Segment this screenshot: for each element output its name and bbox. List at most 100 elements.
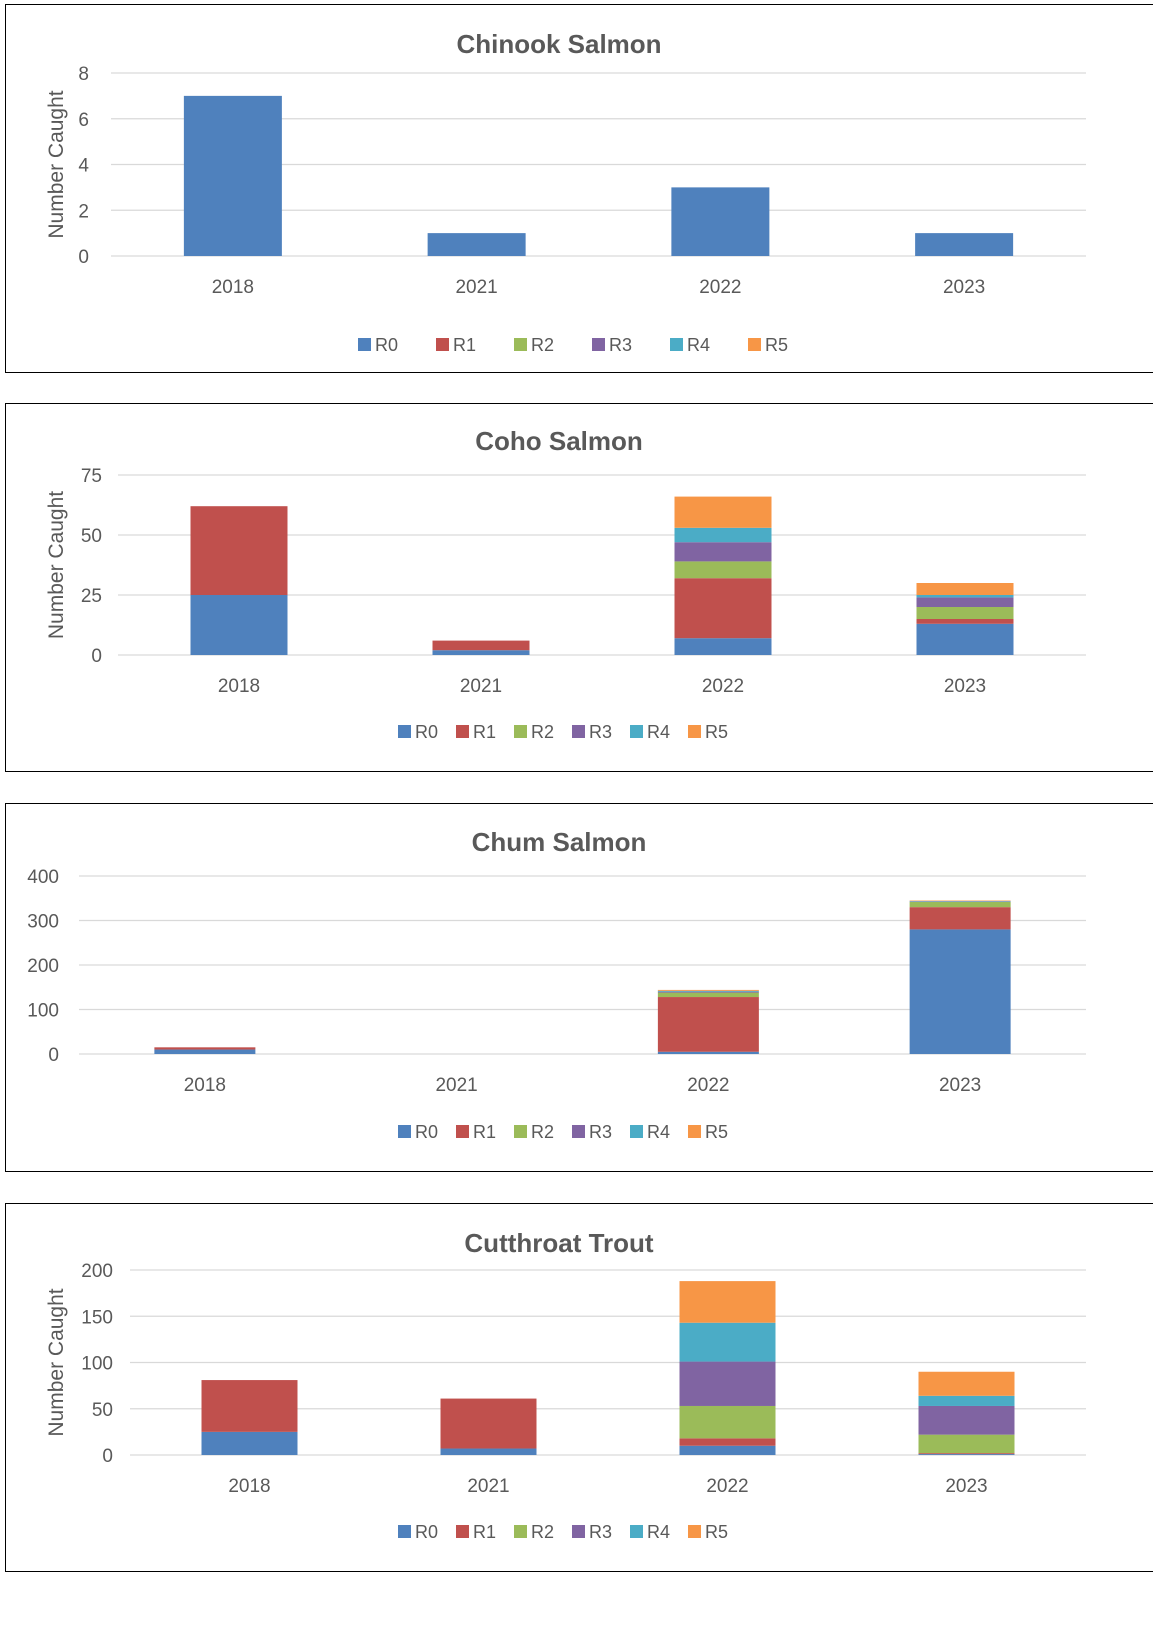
legend-label-r2: R2 [531, 335, 554, 355]
bar-segment-r0-2023 [909, 929, 1011, 1054]
bar-segment-r1-2022 [679, 1438, 776, 1446]
y-tick-label: 25 [81, 586, 102, 607]
legend-swatch-r1 [456, 1125, 469, 1138]
legend-label-r2: R2 [531, 1122, 554, 1142]
legend-swatch-r1 [436, 338, 449, 351]
y-tick-label: 200 [81, 1261, 113, 1282]
bar-segment-r0-2018 [190, 595, 288, 655]
bar-segment-r3-2023 [916, 597, 1014, 607]
x-tick-label: 2023 [939, 1075, 981, 1096]
y-tick-label: 0 [48, 1045, 59, 1066]
legend-label-r0: R0 [415, 1122, 438, 1142]
bar-segment-r0-2021 [440, 1448, 537, 1455]
legend-label-r2: R2 [531, 1522, 554, 1542]
x-tick-label: 2022 [687, 1075, 729, 1096]
x-tick-label: 2018 [228, 1476, 270, 1497]
bar-segment-r0-2022 [671, 187, 770, 256]
y-tick-label: 75 [81, 466, 102, 487]
legend-swatch-r1 [456, 1525, 469, 1538]
bar-segment-r1-2021 [440, 1398, 537, 1449]
legend-label-r3: R3 [589, 1522, 612, 1542]
legend-label-r0: R0 [375, 335, 398, 355]
chart-title: Coho Salmon [475, 426, 643, 456]
bar-segment-r5-2023 [916, 583, 1014, 595]
legend-swatch-r0 [398, 725, 411, 738]
y-tick-label: 8 [78, 64, 89, 85]
legend-label-r5: R5 [705, 722, 728, 742]
bar-segment-r2-2023 [918, 1434, 1015, 1454]
y-axis-label: Number Caught [45, 90, 68, 238]
bar-segment-r0-2022 [674, 638, 772, 655]
y-tick-label: 200 [27, 956, 59, 977]
y-tick-label: 4 [78, 156, 89, 177]
chart-panel-chum: Chum Salmon 0 100 200 300 400 2018 2021 2022 2023… [5, 803, 1153, 1172]
bar-segment-r0-2022 [657, 1051, 759, 1054]
legend-swatch-r0 [358, 338, 371, 351]
chart-panel-chinook: Chinook Salmon 0 2 4 6 8 Number Caught 2018 2021… [5, 4, 1153, 373]
legend-swatch-r3 [572, 725, 585, 738]
legend-label-r3: R3 [589, 1122, 612, 1142]
bar-segment-r0-2021 [427, 233, 526, 256]
legend-label-r4: R4 [647, 722, 670, 742]
y-tick-label: 0 [102, 1446, 113, 1467]
y-tick-label: 100 [81, 1354, 113, 1375]
x-tick-label: 2023 [945, 1476, 987, 1497]
legend-swatch-r2 [514, 725, 527, 738]
legend-label-r4: R4 [687, 335, 710, 355]
chart-title: Chinook Salmon [456, 29, 661, 59]
legend-label-r5: R5 [765, 335, 788, 355]
bar-segment-r4-2023 [916, 595, 1014, 598]
bar-segment-r1-2023 [916, 619, 1014, 624]
legend-swatch-r0 [398, 1125, 411, 1138]
x-tick-label: 2022 [702, 676, 744, 697]
x-tick-label: 2021 [455, 277, 497, 298]
chart-panel-coho: Coho Salmon 0 25 50 75 Number Caught 2018 2021 2… [5, 403, 1153, 772]
legend-label-r5: R5 [705, 1122, 728, 1142]
x-tick-label: 2023 [944, 676, 986, 697]
y-tick-label: 400 [27, 867, 59, 888]
bar-segment-r3-2023 [918, 1405, 1015, 1435]
bar-segment-r2-2022 [674, 561, 772, 579]
bar-segment-r5-2023 [918, 1371, 1015, 1396]
chart-svg: Coho Salmon 0 25 50 75 Number Caught 2018 2021 2… [45, 426, 1086, 742]
legend-swatch-r1 [456, 725, 469, 738]
bar-segment-r3-2022 [679, 1361, 776, 1406]
bar-segment-r0-2018 [154, 1049, 256, 1054]
bar-segment-r1-2021 [432, 640, 530, 651]
bar-segment-r5-2022 [679, 1281, 776, 1323]
x-tick-label: 2021 [460, 676, 502, 697]
bar-segment-r3-2022 [657, 991, 759, 993]
x-tick-label: 2023 [943, 277, 985, 298]
legend-swatch-r2 [514, 1125, 527, 1138]
bar-segment-r1-2022 [657, 997, 759, 1052]
chart-panel-cutthroat: Cutthroat Trout 0 50 100 150 200 Number Caught… [5, 1203, 1153, 1572]
chart-svg: Cutthroat Trout 0 50 100 150 200 Number Caught… [45, 1228, 1086, 1542]
y-tick-label: 150 [81, 1307, 113, 1328]
bar-segment-r1-2018 [201, 1380, 298, 1432]
legend-swatch-r2 [514, 338, 527, 351]
x-tick-label: 2022 [706, 1476, 748, 1497]
legend-label-r1: R1 [473, 722, 496, 742]
legend-label-r4: R4 [647, 1522, 670, 1542]
legend-swatch-r3 [572, 1125, 585, 1138]
bar-segment-r2-2023 [916, 607, 1014, 619]
y-axis-label: Number Caught [45, 491, 68, 639]
bar-segment-r3-2022 [674, 542, 772, 562]
bar-segment-r2-2022 [657, 992, 759, 998]
y-tick-label: 6 [78, 110, 89, 131]
bar-segment-r0-2023 [915, 233, 1014, 256]
bar-segment-r2-2022 [679, 1405, 776, 1439]
y-tick-label: 300 [27, 912, 59, 933]
bar-segment-r2-2023 [909, 901, 1011, 908]
x-tick-label: 2018 [184, 1075, 226, 1096]
chart-title: Cutthroat Trout [464, 1228, 654, 1258]
x-tick-label: 2021 [467, 1476, 509, 1497]
legend-swatch-r4 [630, 1525, 643, 1538]
legend-swatch-r5 [748, 338, 761, 351]
bar-segment-r0-2023 [918, 1454, 1015, 1455]
bar-segment-r4-2022 [674, 527, 772, 543]
bar-segment-r4-2022 [679, 1322, 776, 1362]
bar-segment-r1-2023 [909, 907, 1011, 930]
bar-segment-r0-2022 [679, 1445, 776, 1455]
bar-segment-r5-2022 [674, 496, 772, 528]
